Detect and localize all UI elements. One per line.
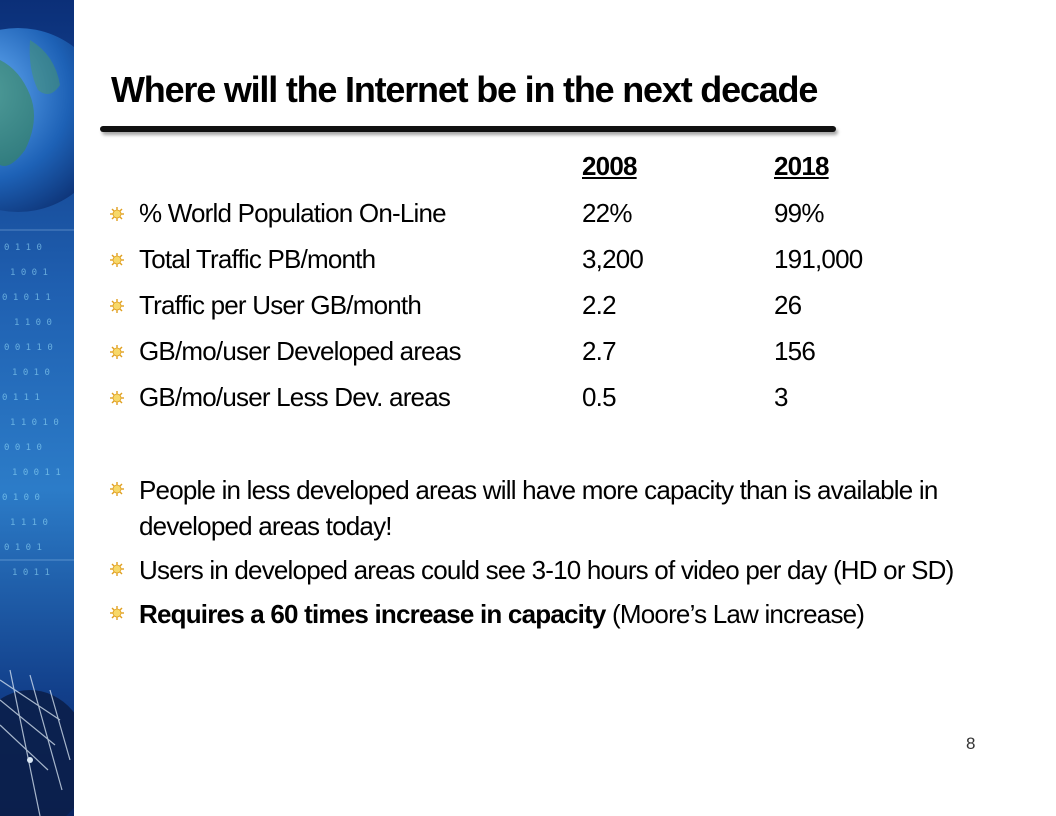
sunburst-bullet-icon bbox=[110, 482, 124, 496]
svg-text:1 0 1 0: 1 0 1 0 bbox=[12, 368, 50, 378]
note-item: Users in developed areas could see 3-10 … bbox=[104, 552, 1034, 588]
sunburst-bullet-icon bbox=[110, 606, 124, 620]
page-number: 8 bbox=[966, 734, 976, 753]
row-value-2018: 3 bbox=[774, 382, 788, 412]
note-text: People in less developed areas will have… bbox=[139, 475, 938, 541]
table-row: GB/mo/user Developed areas 2.7 156 bbox=[104, 334, 1044, 380]
row-label: % World Population On-Line bbox=[139, 198, 447, 228]
row-value-2008: 2.2 bbox=[582, 290, 617, 320]
row-label: GB/mo/user Developed areas bbox=[139, 336, 462, 366]
row-value-2008: 3,200 bbox=[582, 244, 644, 274]
svg-text:0 0 1 1 0: 0 0 1 1 0 bbox=[4, 343, 53, 353]
svg-text:1 1 0 0: 1 1 0 0 bbox=[14, 318, 52, 328]
row-value-2008: 0.5 bbox=[582, 382, 617, 412]
note-item: People in less developed areas will have… bbox=[104, 472, 1034, 544]
row-value-2008: 2.7 bbox=[582, 336, 617, 366]
note-item: Requires a 60 times increase in capacity… bbox=[104, 596, 1034, 632]
table-row: GB/mo/user Less Dev. areas 0.5 3 bbox=[104, 380, 1044, 426]
svg-text:0 1 1 1: 0 1 1 1 bbox=[2, 393, 40, 403]
svg-text:0 1 1 0: 0 1 1 0 bbox=[4, 243, 42, 253]
row-value-2018: 156 bbox=[774, 336, 816, 366]
svg-text:1 0 0 1 1: 1 0 0 1 1 bbox=[12, 468, 61, 478]
svg-text:1 0 1 1: 1 0 1 1 bbox=[12, 568, 50, 578]
svg-text:1 1 0 1 0: 1 1 0 1 0 bbox=[10, 418, 59, 428]
row-value-2018: 26 bbox=[774, 290, 802, 320]
svg-text:0 1 0 0: 0 1 0 0 bbox=[2, 493, 40, 503]
sunburst-bullet-icon bbox=[110, 253, 124, 267]
comparison-table: % World Population On-Line 22% 99% Total… bbox=[104, 196, 1044, 426]
sunburst-bullet-icon bbox=[110, 391, 124, 405]
earth-binary-satellite-dish-art: 0 1 1 0 1 0 0 1 0 1 0 1 1 1 1 0 0 0 0 1 … bbox=[0, 0, 74, 816]
notes-list: People in less developed areas will have… bbox=[104, 472, 1034, 640]
title-underline-rule bbox=[100, 126, 836, 132]
row-value-2018: 191,000 bbox=[774, 244, 863, 274]
row-value-2008: 22% bbox=[582, 198, 632, 228]
note-text: (Moore’s Law increase) bbox=[605, 599, 865, 629]
row-value-2018: 99% bbox=[774, 198, 824, 228]
note-text: Users in developed areas could see 3-10 … bbox=[139, 555, 954, 585]
svg-text:1 0 0 1: 1 0 0 1 bbox=[10, 268, 48, 278]
svg-text:0 1 0 1: 0 1 0 1 bbox=[4, 543, 42, 553]
svg-text:1 1 1 0: 1 1 1 0 bbox=[10, 518, 48, 528]
svg-text:0 0 1 0: 0 0 1 0 bbox=[4, 443, 42, 453]
slide-title: Where will the Internet be in the next d… bbox=[111, 69, 818, 110]
table-row: Total Traffic PB/month 3,200 191,000 bbox=[104, 242, 1044, 288]
column-header-2008: 2008 bbox=[582, 151, 637, 181]
svg-text:0 1 0 1 1: 0 1 0 1 1 bbox=[2, 293, 51, 303]
column-header-2018: 2018 bbox=[774, 151, 829, 181]
sunburst-bullet-icon bbox=[110, 207, 124, 221]
note-strong-text: Requires a 60 times increase in capacity bbox=[139, 599, 606, 629]
row-label: Traffic per User GB/month bbox=[139, 290, 422, 320]
row-label: Total Traffic PB/month bbox=[139, 244, 376, 274]
sunburst-bullet-icon bbox=[110, 562, 124, 576]
sunburst-bullet-icon bbox=[110, 299, 124, 313]
table-row: Traffic per User GB/month 2.2 26 bbox=[104, 288, 1044, 334]
table-row: % World Population On-Line 22% 99% bbox=[104, 196, 1044, 242]
row-label: GB/mo/user Less Dev. areas bbox=[139, 382, 451, 412]
sunburst-bullet-icon bbox=[110, 345, 124, 359]
